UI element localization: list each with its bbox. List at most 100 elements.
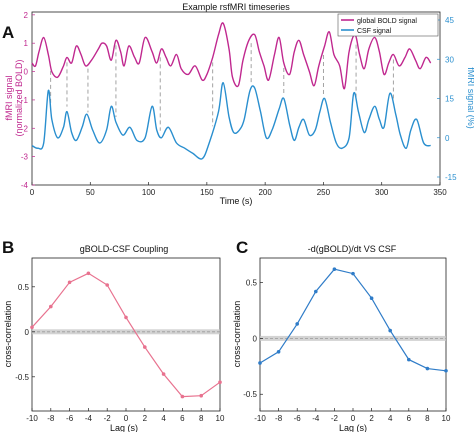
x-tick-label: 250	[317, 188, 331, 197]
derivative-axes-box	[259, 257, 447, 412]
derivative-x-label: Lag (s)	[339, 423, 367, 432]
x-tick-label: 200	[258, 188, 272, 197]
timeseries-ticks: 0 50 100 150 200 250 300 350 -4 -3 -2 -1 0 1 2 -15 0 15 30…	[21, 11, 457, 197]
derivative-x-tick-label: 10	[442, 414, 451, 423]
derivative-y-tick-label: 0.5	[246, 279, 258, 288]
coupling-y-tick-label: 0.5	[18, 283, 30, 292]
coupling-point	[86, 271, 91, 276]
timeseries-legend: global BOLD signal CSF signal	[337, 13, 439, 37]
csf-signal-line	[31, 82, 431, 160]
coupling-x-tick-label: -6	[66, 414, 74, 423]
derivative-x-tick-label: 2	[369, 414, 374, 423]
coupling-point	[105, 283, 109, 287]
left-tick-label: 0	[24, 68, 29, 77]
derivative-title: -d(gBOLD)/dt VS CSF	[308, 244, 397, 254]
derivative-x-tick-label: 4	[388, 414, 393, 423]
coupling-point	[124, 315, 128, 320]
derivative-point	[407, 357, 411, 362]
left-tick-label: -3	[21, 153, 29, 162]
right-tick-label: 45	[445, 16, 454, 25]
legend-label-csf: CSF signal	[357, 28, 392, 35]
derivative-point	[332, 267, 337, 271]
right-tick-label: 15	[445, 95, 454, 104]
panel-label-c: C	[236, 238, 248, 257]
derivative-point	[314, 289, 318, 294]
derivative-point	[444, 368, 448, 373]
coupling-point	[180, 394, 185, 399]
derivative-line	[259, 268, 447, 372]
coupling-line	[31, 272, 221, 398]
coupling-x-tick-label: 6	[180, 414, 185, 423]
derivative-x-tick-label: -2	[331, 414, 339, 423]
legend-label-bold: global BOLD signal	[357, 18, 417, 25]
right-tick-label: 30	[445, 55, 454, 64]
x-tick-label: 150	[200, 188, 214, 197]
coupling-y-label: cross-correlation	[3, 301, 13, 368]
coupling-point	[143, 345, 147, 349]
coupling-panel: gBOLD-CSF Coupling Lag (s) cross-correla…	[3, 244, 225, 432]
timeseries-title: Example rsfMRI timeseries	[182, 2, 290, 12]
coupling-y-tick-label: -0.5	[15, 373, 29, 382]
left-tick-label: -2	[21, 124, 29, 133]
global-bold-signal-line	[31, 22, 432, 90]
coupling-point	[30, 325, 34, 330]
coupling-x-tick-label: 10	[216, 414, 225, 423]
dashed-markers	[50, 43, 394, 131]
coupling-x-tick-label: 0	[124, 414, 129, 423]
x-tick-label: 50	[86, 188, 95, 197]
coupling-x-tick-label: 2	[143, 414, 148, 423]
left-label-line-2: (normalized BOLD)	[14, 59, 24, 136]
derivative-x-tick-label: 0	[351, 414, 356, 423]
coupling-point	[161, 372, 166, 376]
timeseries-axes-box	[31, 11, 441, 186]
x-tick-label: 300	[375, 188, 389, 197]
left-tick-label: -1	[21, 96, 29, 105]
x-tick-label: 100	[142, 188, 156, 197]
derivative-x-tick-label: 6	[407, 414, 412, 423]
derivative-point	[388, 328, 393, 333]
x-tick-label: 350	[433, 188, 447, 197]
timeseries-left-label: fMRI signal (normalized BOLD)	[4, 59, 24, 136]
coupling-x-tick-label: 4	[161, 414, 166, 423]
coupling-x-tick-label: -10	[26, 414, 38, 423]
legend-box	[337, 13, 439, 37]
coupling-axes-box	[31, 257, 221, 412]
derivative-plot: -10 -8 -6 -4 -2 0 2 4 6 8 10 -0.5 0 0.5	[243, 267, 451, 423]
derivative-y-tick-label: -0.5	[243, 390, 257, 399]
left-tick-label: 1	[24, 39, 29, 48]
derivative-y-tick-label: 0	[253, 334, 258, 343]
coupling-x-tick-label: 8	[199, 414, 204, 423]
derivative-x-tick-label: -4	[312, 414, 320, 423]
derivative-point	[425, 366, 430, 371]
coupling-zero-band	[32, 329, 220, 335]
coupling-plot: -10 -8 -6 -4 -2 0 2 4 6 8 10 -0.5 0 0.5	[15, 271, 225, 423]
timeseries-x-label: Time (s)	[220, 196, 253, 206]
coupling-x-label: Lag (s)	[110, 423, 138, 432]
right-tick-label: -15	[445, 173, 457, 182]
left-tick-label: 2	[24, 11, 29, 20]
coupling-x-tick-label: -8	[47, 414, 55, 423]
coupling-point	[199, 393, 203, 398]
coupling-y-tick-label: 0	[25, 328, 30, 337]
derivative-point	[369, 296, 374, 301]
derivative-x-tick-label: -6	[294, 414, 302, 423]
left-tick-label: -4	[21, 181, 29, 190]
timeseries-lines	[31, 22, 432, 160]
right-tick-label: 0	[445, 134, 450, 143]
left-label-line-1: fMRI signal	[4, 75, 14, 120]
coupling-x-tick-label: -2	[104, 414, 112, 423]
right-label: fMRI signal (%)	[466, 67, 474, 129]
derivative-x-tick-label: -8	[275, 414, 283, 423]
derivative-point	[351, 271, 355, 276]
panel-label-b: B	[2, 238, 14, 257]
timeseries-panel: Example rsfMRI timeseries Time (s) fMRI …	[4, 2, 474, 206]
coupling-point	[218, 380, 222, 385]
x-tick-label: 0	[30, 188, 35, 197]
derivative-panel: -d(gBOLD)/dt VS CSF Lag (s) cross-correl…	[232, 244, 451, 432]
derivative-point	[276, 350, 281, 354]
coupling-point	[67, 280, 72, 285]
panel-label-a: A	[2, 23, 14, 42]
timeseries-right-label: fMRI signal (%)	[466, 67, 474, 129]
coupling-point	[49, 304, 53, 309]
